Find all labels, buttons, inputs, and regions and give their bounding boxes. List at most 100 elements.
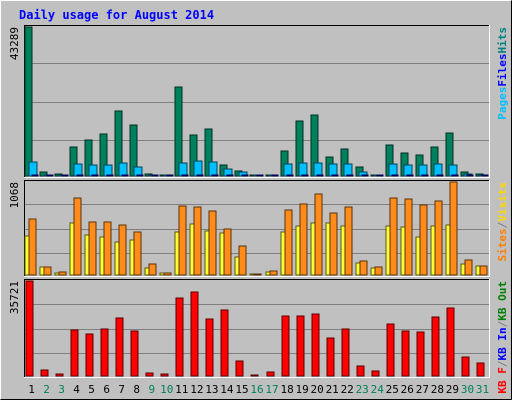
bar-kb-f-day-21: [326, 337, 335, 377]
x-tick-day-5: 5: [88, 383, 95, 396]
bar-kb-f-day-15: [235, 360, 244, 377]
x-tick-day-10: 10: [160, 383, 173, 396]
x-tick-day-8: 8: [133, 383, 140, 396]
bar-sites-day-27: [419, 204, 428, 276]
series-kb-f: [25, 280, 485, 377]
bar-hits-day-1: [24, 26, 33, 177]
bar-kb-f-day-6: [100, 328, 109, 377]
bar-kb-f-day-14: [220, 309, 229, 377]
bar-sites-day-8: [133, 231, 142, 276]
bar-kb-f-day-16: [250, 374, 259, 377]
legend-entry-kb-in: KB In: [496, 327, 509, 360]
x-tick-day-27: 27: [416, 383, 429, 396]
bar-files-day-6: [103, 164, 113, 177]
chart-title: Daily usage for August 2014: [19, 8, 214, 22]
bar-sites-day-2: [43, 266, 52, 276]
bar-pages-day-8: [136, 174, 144, 177]
bar-kb-f-day-22: [341, 328, 350, 377]
x-tick-day-6: 6: [103, 383, 110, 396]
x-tick-day-14: 14: [220, 383, 234, 396]
legend: PagesFilesHits: [496, 27, 509, 120]
x-tick-day-19: 19: [295, 383, 308, 396]
bar-sites-day-22: [344, 206, 353, 276]
series-pages: [31, 174, 489, 177]
bar-pages-day-1: [31, 174, 39, 177]
bar-pages-day-20: [316, 174, 324, 177]
bar-sites-day-31: [479, 265, 488, 276]
x-tick-day-7: 7: [118, 383, 125, 396]
bar-sites-day-20: [314, 193, 323, 276]
chart-panels: 43289PagesFilesHits1068Sites/Visits35721…: [8, 25, 509, 394]
x-tick-day-21: 21: [326, 383, 339, 396]
bar-kb-f-day-7: [115, 317, 124, 377]
x-tick-day-13: 13: [205, 383, 218, 396]
bar-pages-day-19: [301, 174, 309, 177]
x-tick-day-25: 25: [386, 383, 399, 396]
bar-sites-day-21: [329, 212, 338, 276]
legend-entry-sep: /: [496, 360, 509, 367]
bar-files-day-28: [433, 163, 443, 177]
bar-kb-f-day-10: [160, 373, 169, 377]
bar-pages-day-30: [466, 174, 474, 177]
bar-pages-day-12: [196, 174, 204, 177]
bar-sites-day-24: [374, 266, 383, 276]
bar-pages-day-21: [331, 174, 339, 177]
bar-kb-f-day-24: [371, 370, 380, 377]
x-tick-day-31: 31: [476, 383, 489, 396]
bar-sites-day-29: [449, 181, 458, 276]
bar-pages-day-25: [391, 174, 399, 177]
bar-pages-day-4: [76, 174, 84, 177]
bar-files-day-18: [283, 163, 293, 177]
bar-pages-day-11: [181, 174, 189, 177]
legend-entry-pages: Pages: [496, 87, 509, 120]
bar-pages-day-14: [226, 174, 234, 177]
bar-pages-day-5: [91, 174, 99, 177]
bar-sites-day-10: [163, 272, 172, 276]
bar-sites-day-30: [464, 259, 473, 276]
bar-sites-day-19: [299, 203, 308, 276]
bar-pages-day-7: [121, 174, 129, 177]
bar-files-day-4: [73, 163, 83, 177]
x-tick-day-23: 23: [356, 383, 369, 396]
legend-entry-kb-f: KB F: [496, 367, 509, 394]
bar-pages-day-22: [346, 174, 354, 177]
legend-entry-visits: Visits: [496, 182, 509, 222]
bar-kb-f-day-8: [130, 330, 139, 377]
bar-kb-f-day-4: [70, 329, 79, 377]
bar-pages-day-24: [376, 174, 384, 177]
bar-sites-day-1: [28, 218, 37, 276]
bar-kb-f-day-2: [40, 369, 49, 377]
bar-sites-day-15: [238, 245, 247, 276]
bar-pages-day-26: [406, 174, 414, 177]
x-tick-day-9: 9: [148, 383, 155, 396]
bar-sites-day-5: [88, 221, 97, 276]
bar-sites-day-11: [178, 205, 187, 276]
bar-files-day-21: [328, 163, 338, 177]
bar-kb-f-day-27: [416, 331, 425, 377]
bar-sites-day-6: [103, 221, 112, 276]
bar-kb-f-day-29: [446, 307, 455, 377]
x-tick-day-15: 15: [235, 383, 248, 396]
bar-files-day-1: [28, 161, 38, 177]
bar-sites-day-13: [208, 210, 217, 276]
bar-pages-day-2: [46, 174, 54, 177]
bar-sites-day-28: [434, 200, 443, 276]
bar-pages-day-6: [106, 174, 114, 177]
legend-entry-sep: /: [496, 221, 509, 228]
bar-pages-day-31: [481, 174, 489, 177]
bar-sites-day-26: [404, 198, 413, 276]
bar-files-day-7: [118, 162, 128, 177]
bar-sites-day-4: [73, 197, 82, 276]
legend: Sites/Visits: [496, 182, 509, 262]
x-tick-day-24: 24: [371, 383, 385, 396]
bar-sites-day-3: [58, 271, 67, 276]
bar-pages-day-13: [211, 174, 219, 177]
panel-visits-sites: 1068 Sites/Visits: [8, 180, 509, 277]
x-tick-day-17: 17: [265, 383, 278, 396]
bar-kb-f-day-11: [175, 297, 184, 377]
bar-files-day-13: [208, 161, 218, 177]
x-tick-day-3: 3: [58, 383, 65, 396]
bar-kb-f-day-23: [356, 365, 365, 377]
bar-kb-f-day-9: [145, 372, 154, 377]
